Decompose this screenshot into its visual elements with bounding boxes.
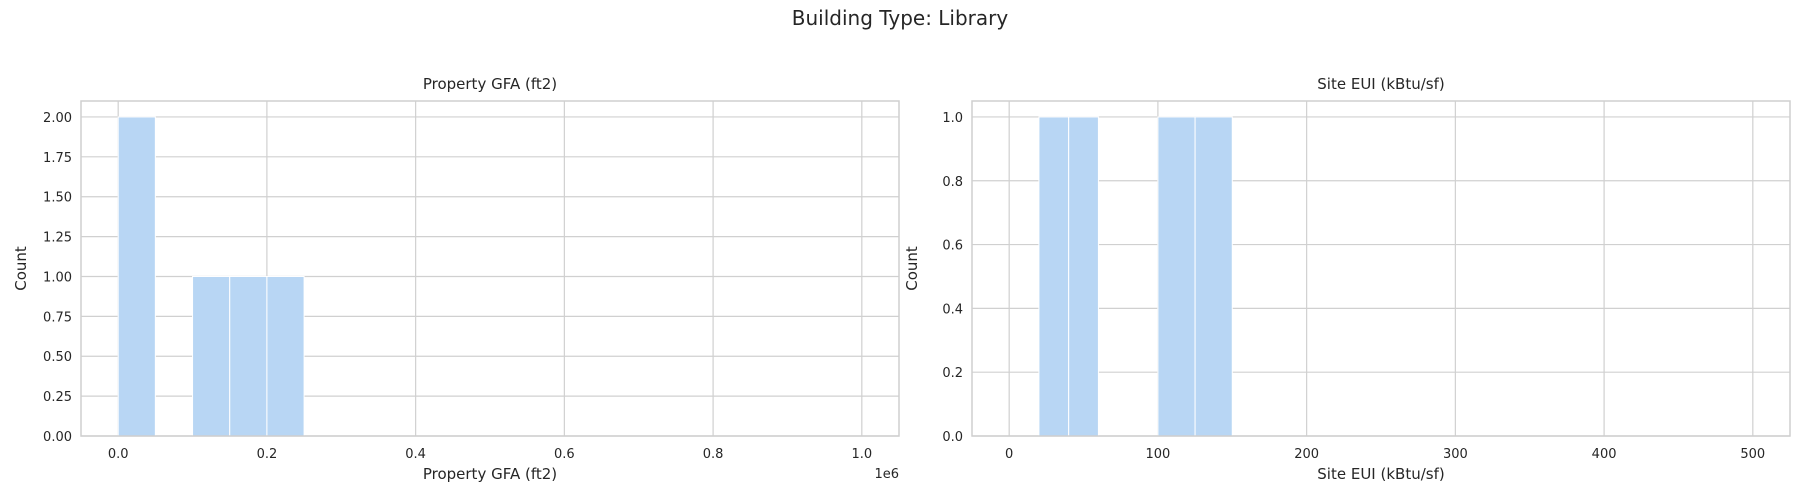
y-tick-label: 0.25 [43, 390, 72, 405]
x-tick-label: 0 [1005, 447, 1013, 462]
y-tick-label: 0.50 [43, 350, 72, 365]
panels: 0.0 0.2 0.4 0.6 0.8 1.00.000.250.500.751.001.… [12, 75, 1791, 483]
x-tick-label: 100 [1145, 447, 1170, 462]
histogram-bar-3 [1194, 116, 1233, 437]
y-tick-label: 1.0 [942, 111, 963, 126]
y-tick-label: 0.00 [43, 430, 72, 445]
axes-frame [971, 100, 1791, 437]
figure-suptitle: Building Type: Library [792, 6, 1009, 30]
y-tick-label: 1.25 [43, 231, 72, 246]
panel-title: Property GFA (ft2) [423, 75, 557, 93]
y-axis-label: Count [12, 246, 30, 291]
x-tick-label: 1.0 [851, 447, 872, 462]
y-tick-label: 0.75 [43, 310, 72, 325]
x-tick-label: 500 [1740, 447, 1765, 462]
panel-1: 0.0 0.2 0.4 0.6 0.8 1.0 0.00 0.25 0.50 0.75 1.00 1.… [12, 75, 900, 483]
x-axis-label: Site EUI (kBtu/sf) [1317, 465, 1444, 483]
x-tick-label: 0.0 [108, 447, 129, 462]
histogram-bar-0 [117, 116, 156, 437]
histogram-bar-2 [229, 275, 268, 437]
y-tick-label: 0.2 [942, 366, 963, 381]
y-tick-label: 1.75 [43, 151, 72, 166]
y-tick-label: 0.8 [942, 175, 963, 190]
histogram-bar-3 [266, 275, 305, 437]
histogram-bar-0 [1038, 116, 1070, 437]
y-tick-label: 0.6 [942, 239, 963, 254]
histogram-bar-2 [1157, 116, 1196, 437]
histogram-bar-1 [1068, 116, 1099, 437]
x-tick-label: 400 [1592, 447, 1617, 462]
panel-title: Site EUI (kBtu/sf) [1317, 75, 1444, 93]
y-tick-label: 1.50 [43, 191, 72, 206]
y-tick-label: 2.00 [43, 111, 72, 126]
x-tick-label: 0.4 [405, 447, 426, 462]
axes-frame [80, 100, 900, 437]
y-tick-label: 0.0 [942, 430, 963, 445]
x-tick-label: 300 [1443, 447, 1468, 462]
x-tick-label: 0.8 [703, 447, 724, 462]
x-offset-label: 1e6 [874, 467, 899, 482]
panel-2: 0 100 200 300 400 500 0.0 0.2 0.4 0.6 0.8 1.0 Site E… [903, 75, 1791, 483]
y-tick-label: 0.4 [942, 302, 963, 317]
x-tick-label: 0.2 [257, 447, 278, 462]
y-axis-label: Count [903, 246, 921, 291]
x-axis-label: Property GFA (ft2) [423, 465, 557, 483]
histogram-bar-1 [192, 275, 231, 437]
x-tick-label: 0.6 [554, 447, 575, 462]
x-tick-label: 200 [1294, 447, 1319, 462]
y-tick-label: 1.00 [43, 270, 72, 285]
